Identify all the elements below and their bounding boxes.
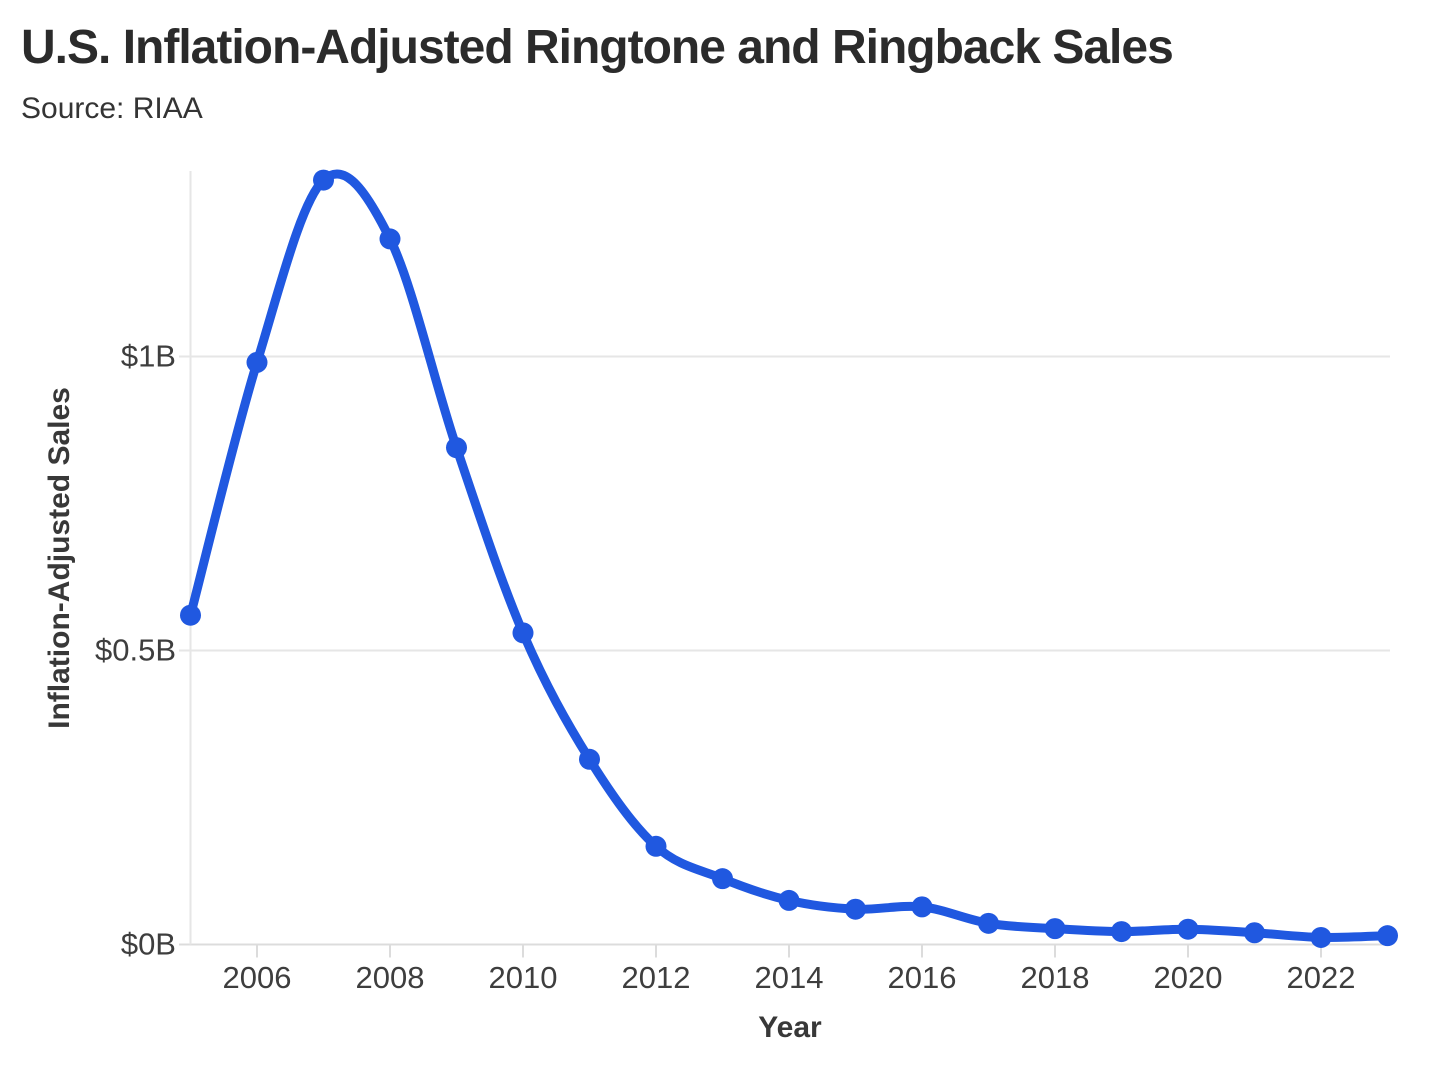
x-tick-label: 2018 xyxy=(1021,960,1090,995)
data-point[interactable] xyxy=(845,898,866,920)
x-tick-label: 2022 xyxy=(1287,960,1356,995)
x-tick-label: 2012 xyxy=(622,960,691,995)
y-tick-label: $0B xyxy=(121,927,176,962)
data-point[interactable] xyxy=(180,604,201,626)
data-point[interactable] xyxy=(911,896,933,918)
data-point[interactable] xyxy=(1244,922,1265,944)
data-point[interactable] xyxy=(645,835,667,857)
data-point[interactable] xyxy=(1044,918,1066,940)
data-point[interactable] xyxy=(712,868,733,890)
data-point[interactable] xyxy=(978,912,999,934)
x-tick-label: 2016 xyxy=(888,960,957,995)
chart-source-note: Source: RIAA xyxy=(21,92,203,125)
data-point[interactable] xyxy=(1377,925,1398,947)
data-point[interactable] xyxy=(1111,921,1132,943)
data-point[interactable] xyxy=(446,437,467,459)
x-tick-label: 2014 xyxy=(755,960,824,995)
data-point[interactable] xyxy=(246,351,268,373)
data-point[interactable] xyxy=(379,228,401,250)
x-tick-label: 2010 xyxy=(489,960,558,995)
y-tick-label: $1B xyxy=(121,339,176,374)
x-tick-label: 2006 xyxy=(223,960,292,995)
chart-title: U.S. Inflation-Adjusted Ringtone and Rin… xyxy=(21,21,1174,74)
x-tick-label: 2020 xyxy=(1154,960,1223,995)
data-point[interactable] xyxy=(512,622,534,644)
data-point[interactable] xyxy=(1177,918,1199,940)
data-point[interactable] xyxy=(778,889,800,911)
data-point[interactable] xyxy=(579,748,600,770)
y-tick-label: $0.5B xyxy=(95,633,176,668)
x-tick-label: 2008 xyxy=(356,960,425,995)
x-axis-title: Year xyxy=(758,1011,822,1044)
trend-line xyxy=(186,169,1392,942)
data-point[interactable] xyxy=(313,169,334,191)
data-point[interactable] xyxy=(1310,926,1332,948)
